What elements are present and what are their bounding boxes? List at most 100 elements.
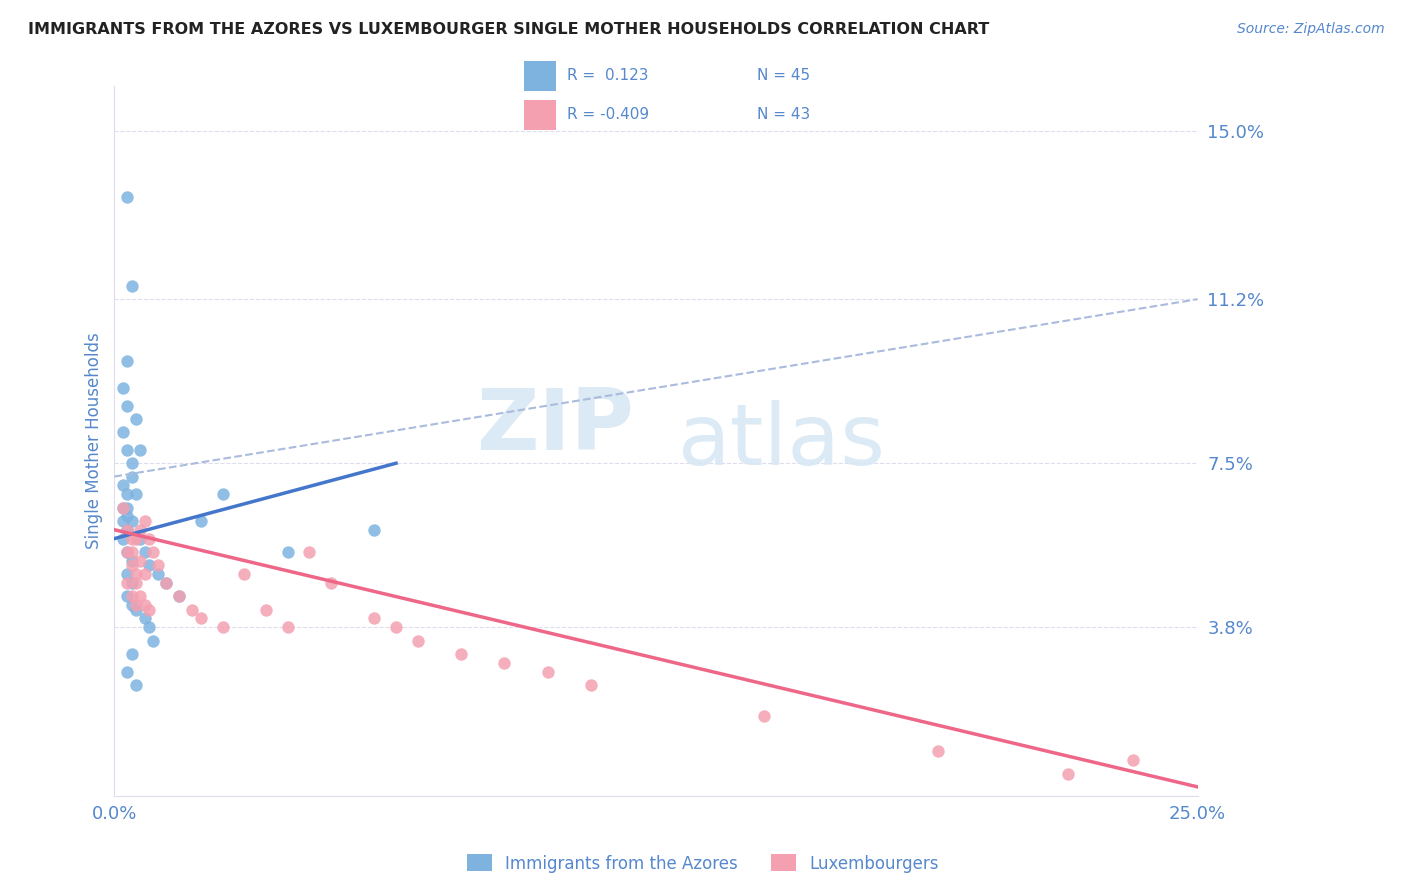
Point	[117, 567, 139, 582]
Point	[129, 554, 152, 568]
Bar	[524, 62, 557, 91]
Point	[129, 442, 152, 457]
Point	[142, 545, 165, 559]
Point	[129, 589, 152, 603]
Point	[117, 500, 139, 515]
Point	[117, 399, 139, 413]
Text: atlas: atlas	[678, 400, 886, 483]
Bar	[524, 100, 557, 130]
Point	[385, 620, 408, 634]
Point	[121, 456, 143, 470]
Point	[138, 620, 160, 634]
Point	[363, 523, 385, 537]
Point	[169, 589, 191, 603]
Text: N = 43: N = 43	[756, 107, 810, 122]
Point	[117, 487, 139, 501]
Point	[319, 576, 342, 591]
Text: IMMIGRANTS FROM THE AZORES VS LUXEMBOURGER SINGLE MOTHER HOUSEHOLDS CORRELATION : IMMIGRANTS FROM THE AZORES VS LUXEMBOURG…	[28, 22, 990, 37]
Point	[537, 665, 560, 679]
Point	[125, 567, 148, 582]
Point	[181, 602, 204, 616]
Point	[125, 532, 148, 546]
Point	[121, 647, 143, 661]
Point	[121, 598, 143, 612]
Point	[121, 545, 143, 559]
Point	[117, 545, 139, 559]
Point	[121, 514, 143, 528]
Point	[1056, 766, 1078, 780]
Point	[494, 656, 516, 670]
Point	[754, 709, 776, 723]
Point	[125, 576, 148, 591]
Point	[117, 545, 139, 559]
Point	[112, 425, 135, 440]
Point	[190, 514, 212, 528]
Point	[138, 602, 160, 616]
Point	[233, 567, 256, 582]
Point	[112, 500, 135, 515]
Point	[579, 678, 602, 692]
Point	[117, 442, 139, 457]
Point	[134, 514, 156, 528]
Point	[155, 576, 177, 591]
Point	[134, 598, 156, 612]
Point	[117, 523, 139, 537]
Point	[125, 487, 148, 501]
Point	[155, 576, 177, 591]
Point	[121, 589, 143, 603]
Point	[121, 469, 143, 483]
Point	[142, 633, 165, 648]
Point	[117, 190, 139, 204]
Point	[125, 678, 148, 692]
Point	[450, 647, 472, 661]
Text: R =  0.123: R = 0.123	[567, 68, 648, 83]
Point	[277, 545, 299, 559]
Point	[117, 509, 139, 524]
Point	[298, 545, 321, 559]
Text: Source: ZipAtlas.com: Source: ZipAtlas.com	[1237, 22, 1385, 37]
Point	[117, 523, 139, 537]
Point	[117, 523, 139, 537]
Point	[117, 589, 139, 603]
Point	[169, 589, 191, 603]
Point	[112, 500, 135, 515]
Legend: Immigrants from the Azores, Luxembourgers: Immigrants from the Azores, Luxembourger…	[460, 847, 946, 880]
Point	[134, 545, 156, 559]
Point	[121, 576, 143, 591]
Point	[121, 278, 143, 293]
Point	[134, 567, 156, 582]
Point	[117, 576, 139, 591]
Y-axis label: Single Mother Households: Single Mother Households	[86, 333, 103, 549]
Point	[277, 620, 299, 634]
Text: R = -0.409: R = -0.409	[567, 107, 650, 122]
Point	[211, 620, 233, 634]
Point	[406, 633, 429, 648]
Point	[121, 554, 143, 568]
Point	[134, 611, 156, 625]
Point	[112, 514, 135, 528]
Point	[129, 532, 152, 546]
Text: ZIP: ZIP	[477, 385, 634, 468]
Point	[121, 558, 143, 573]
Point	[112, 381, 135, 395]
Point	[363, 611, 385, 625]
Point	[138, 558, 160, 573]
Point	[117, 665, 139, 679]
Point	[254, 602, 277, 616]
Point	[146, 567, 169, 582]
Point	[927, 744, 949, 758]
Point	[121, 532, 143, 546]
Point	[117, 354, 139, 368]
Point	[211, 487, 233, 501]
Point	[125, 412, 148, 426]
Point	[138, 532, 160, 546]
Text: N = 45: N = 45	[756, 68, 810, 83]
Point	[112, 532, 135, 546]
Point	[125, 598, 148, 612]
Point	[129, 523, 152, 537]
Point	[146, 558, 169, 573]
Point	[112, 478, 135, 492]
Point	[190, 611, 212, 625]
Point	[125, 602, 148, 616]
Point	[1122, 753, 1144, 767]
